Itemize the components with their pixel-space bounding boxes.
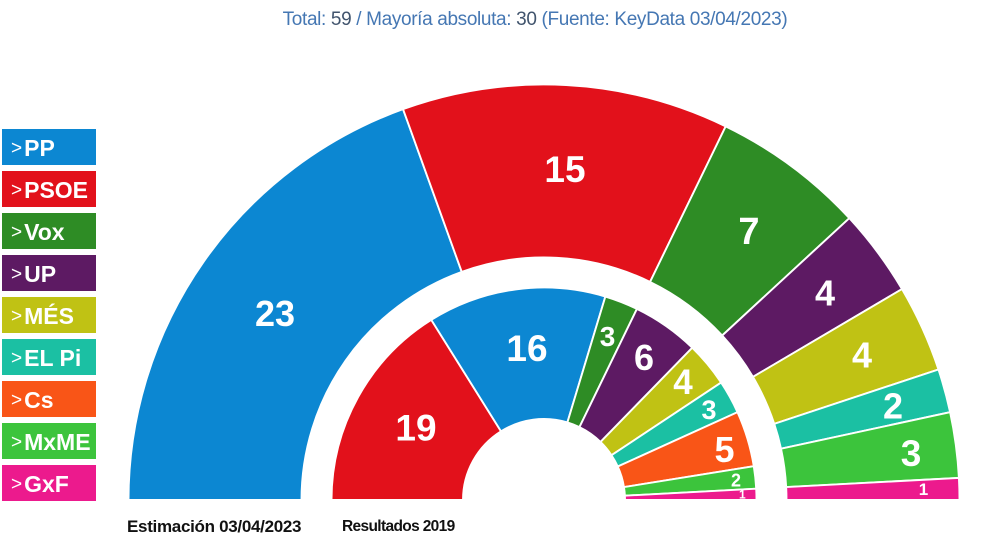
svg-text:2: 2 — [883, 386, 903, 427]
svg-text:1: 1 — [739, 488, 746, 502]
svg-text:6: 6 — [634, 337, 654, 378]
svg-text:16: 16 — [506, 328, 547, 369]
svg-text:4: 4 — [852, 335, 872, 376]
svg-text:23: 23 — [255, 293, 295, 334]
svg-text:3: 3 — [901, 433, 922, 474]
svg-text:3: 3 — [701, 395, 716, 425]
svg-text:5: 5 — [714, 429, 734, 470]
svg-text:7: 7 — [738, 211, 759, 253]
svg-text:19: 19 — [395, 408, 436, 449]
svg-text:4: 4 — [815, 273, 835, 314]
svg-text:3: 3 — [600, 321, 616, 352]
svg-text:15: 15 — [544, 149, 585, 190]
svg-text:1: 1 — [919, 480, 928, 499]
svg-text:4: 4 — [673, 363, 693, 402]
svg-text:2: 2 — [731, 471, 741, 491]
